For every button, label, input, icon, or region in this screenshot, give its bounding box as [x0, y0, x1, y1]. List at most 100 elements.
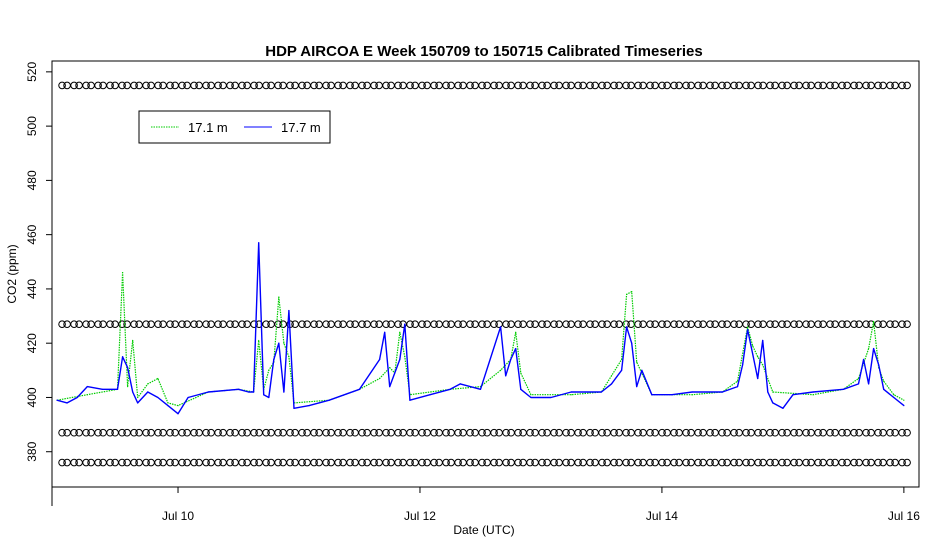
- data-point: [757, 377, 759, 380]
- data-point: [747, 326, 749, 328]
- reference-marker: [598, 81, 606, 90]
- reference-marker: [327, 320, 335, 328]
- reference-marker: [651, 428, 659, 437]
- reference-marker: [795, 320, 803, 328]
- reference-marker: [490, 320, 498, 328]
- reference-marker: [699, 428, 707, 437]
- reference-marker: [634, 458, 642, 467]
- reference-marker: [171, 458, 179, 467]
- reference-marker: [574, 458, 582, 467]
- reference-marker: [466, 428, 474, 437]
- reference-marker: [327, 458, 335, 467]
- reference-marker: [579, 81, 587, 90]
- reference-marker: [658, 458, 666, 467]
- reference-marker: [291, 81, 299, 90]
- reference-marker: [363, 81, 371, 90]
- reference-marker: [567, 428, 575, 437]
- reference-marker: [471, 81, 479, 90]
- reference-marker: [346, 458, 354, 467]
- reference-marker: [382, 458, 390, 467]
- reference-marker: [603, 458, 611, 467]
- reference-marker: [687, 458, 695, 467]
- reference-marker: [598, 320, 606, 328]
- data-point: [903, 399, 905, 401]
- data-point: [570, 394, 572, 396]
- reference-marker: [903, 81, 911, 90]
- reference-marker: [514, 428, 522, 437]
- reference-marker: [159, 320, 167, 328]
- reference-marker: [802, 81, 810, 90]
- reference-marker: [322, 320, 330, 328]
- y-tick-label: 480: [25, 170, 39, 190]
- reference-marker: [214, 81, 222, 90]
- reference-marker: [202, 428, 210, 437]
- reference-marker: [159, 458, 167, 467]
- reference-marker: [250, 458, 258, 467]
- reference-marker: [142, 428, 150, 437]
- data-point: [288, 356, 290, 358]
- data-point: [56, 399, 58, 401]
- reference-marker: [838, 81, 846, 90]
- data-point: [404, 323, 406, 325]
- reference-marker: [111, 458, 119, 467]
- reference-marker: [219, 81, 227, 90]
- reference-marker: [195, 428, 203, 437]
- reference-marker: [375, 428, 383, 437]
- reference-marker: [766, 458, 774, 467]
- reference-marker: [231, 458, 239, 467]
- reference-marker: [658, 428, 666, 437]
- data-point: [747, 329, 749, 331]
- reference-marker: [495, 428, 503, 437]
- reference-marker: [423, 428, 431, 437]
- reference-marker: [94, 81, 102, 90]
- data-point: [293, 407, 295, 409]
- data-point: [600, 391, 603, 393]
- reference-marker: [238, 458, 246, 467]
- data-point: [620, 358, 623, 361]
- reference-marker: [430, 320, 438, 328]
- reference-marker: [886, 458, 894, 467]
- reference-marker: [82, 458, 90, 467]
- reference-marker: [471, 428, 479, 437]
- reference-marker: [387, 81, 395, 90]
- reference-marker: [375, 81, 383, 90]
- reference-marker: [687, 428, 695, 437]
- data-point: [520, 372, 522, 374]
- reference-marker: [267, 428, 275, 437]
- reference-marker: [207, 320, 215, 328]
- reference-marker: [819, 428, 827, 437]
- data-point: [121, 272, 124, 274]
- reference-marker: [178, 81, 186, 90]
- reference-marker: [819, 458, 827, 467]
- reference-marker: [867, 81, 875, 90]
- reference-marker: [850, 428, 858, 437]
- reference-marker: [190, 320, 198, 328]
- reference-marker: [190, 428, 198, 437]
- series-line-17-1-m: [56, 272, 905, 407]
- reference-marker: [807, 81, 815, 90]
- reference-marker: [531, 320, 539, 328]
- reference-marker: [562, 81, 570, 90]
- reference-marker: [442, 320, 450, 328]
- data-point: [379, 377, 381, 380]
- reference-marker: [670, 320, 678, 328]
- reference-marker: [850, 458, 858, 467]
- reference-marker: [663, 428, 671, 437]
- data-point: [76, 396, 78, 399]
- reference-marker: [118, 320, 126, 328]
- reference-marker: [207, 81, 215, 90]
- reference-marker: [322, 428, 330, 437]
- reference-marker: [555, 458, 563, 467]
- reference-marker: [358, 81, 366, 90]
- reference-marker: [243, 320, 251, 328]
- reference-marker: [291, 458, 299, 467]
- reference-marker: [334, 428, 342, 437]
- reference-marker: [214, 428, 222, 437]
- reference-marker: [178, 320, 186, 328]
- reference-marker: [298, 81, 306, 90]
- data-point: [384, 331, 386, 333]
- reference-marker: [159, 428, 167, 437]
- reference-marker: [562, 320, 570, 328]
- data-point: [520, 388, 522, 390]
- reference-marker: [351, 428, 359, 437]
